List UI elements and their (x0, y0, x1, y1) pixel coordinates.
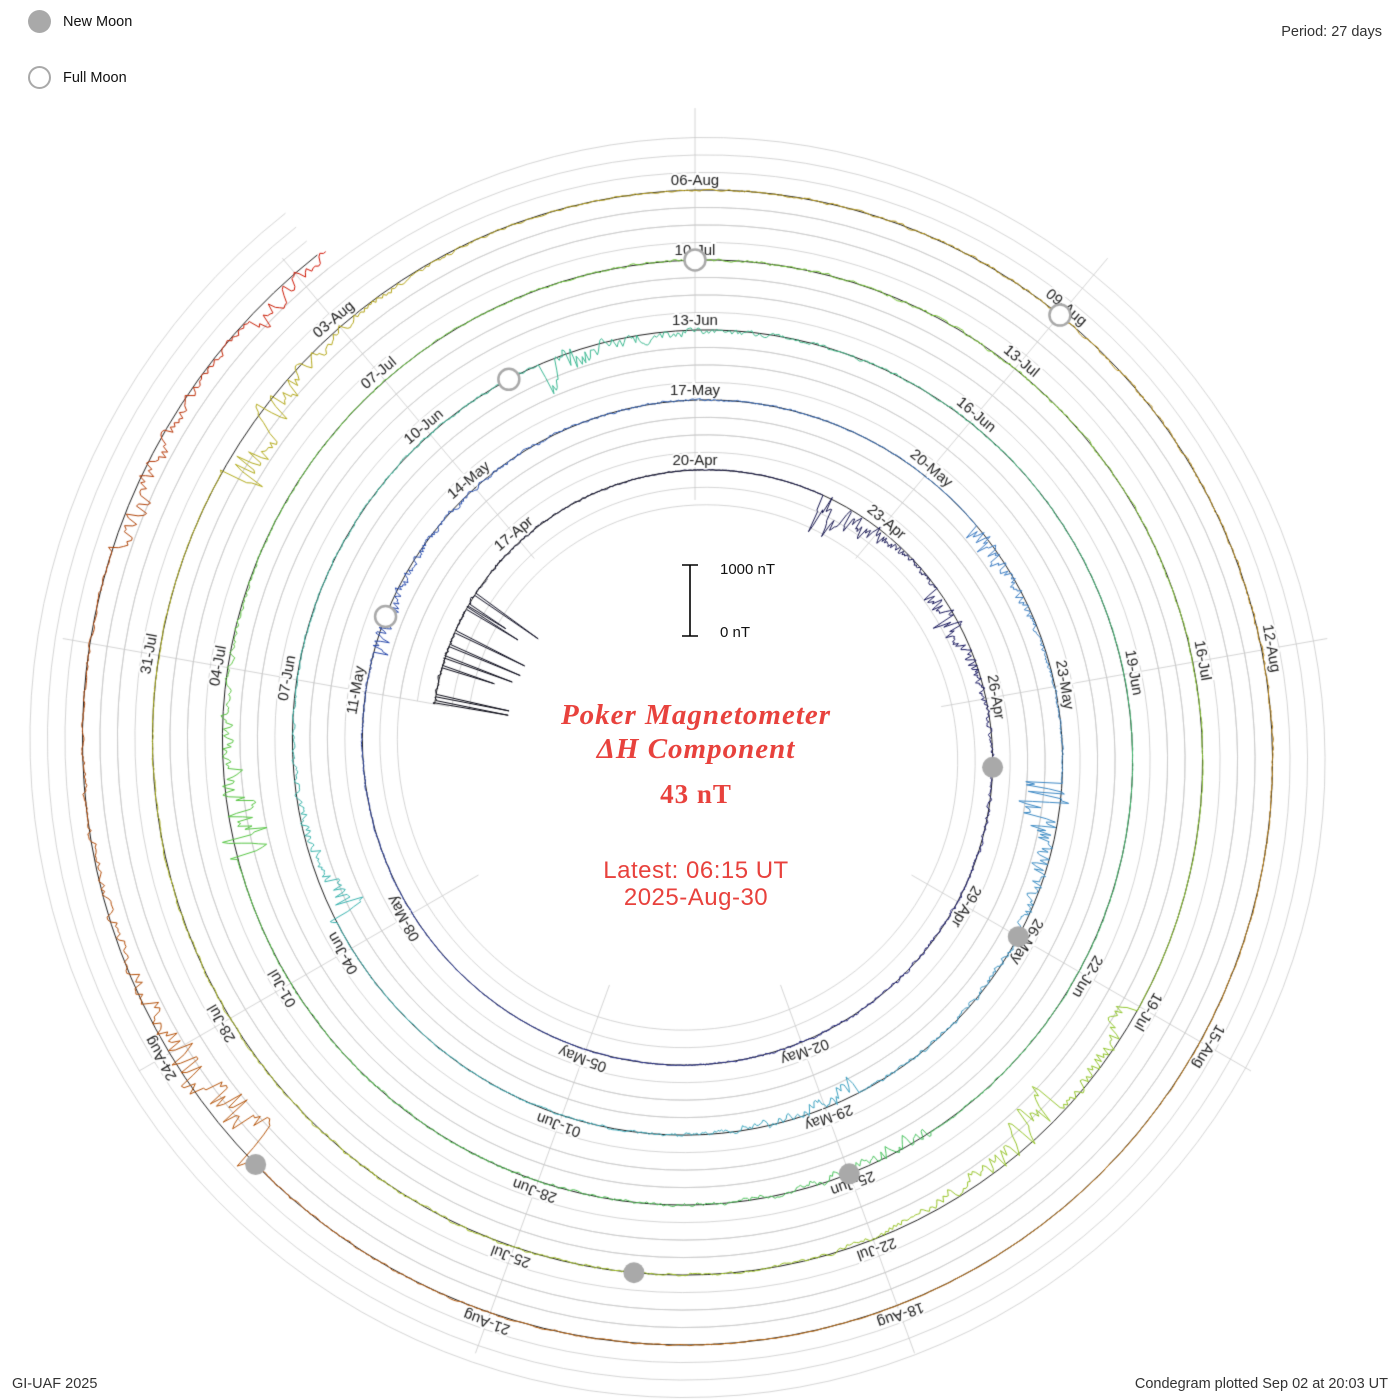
scale-bar-glyph (682, 564, 698, 637)
new-moon-label: New Moon (63, 13, 133, 30)
latest-date: 2025-Aug-30 (623, 884, 769, 911)
legend-new-moon: New Moon (28, 10, 132, 33)
latest-time: Latest: 06:15 UT (603, 857, 789, 884)
scale-bar: 1000 nT 0 nT (678, 561, 775, 647)
new-moon-icon (28, 10, 51, 33)
scale-bar-bottom-label: 0 nT (720, 624, 751, 641)
scale-bar-top-label: 1000 nT (720, 561, 776, 578)
period-label: Period: 27 days (1281, 24, 1382, 40)
credit-label: GI-UAF 2025 (12, 1376, 98, 1392)
chart-title-line2: ΔH Component (596, 733, 796, 765)
plotted-timestamp: Condegram plotted Sep 02 at 20:03 UT (1134, 1376, 1388, 1392)
full-moon-icon (28, 66, 51, 89)
latest-value: 43 nT (660, 779, 732, 809)
legend-full-moon: Full Moon (28, 66, 127, 89)
chart-title-line1: Poker Magnetometer (560, 699, 832, 731)
full-moon-label: Full Moon (63, 69, 127, 86)
